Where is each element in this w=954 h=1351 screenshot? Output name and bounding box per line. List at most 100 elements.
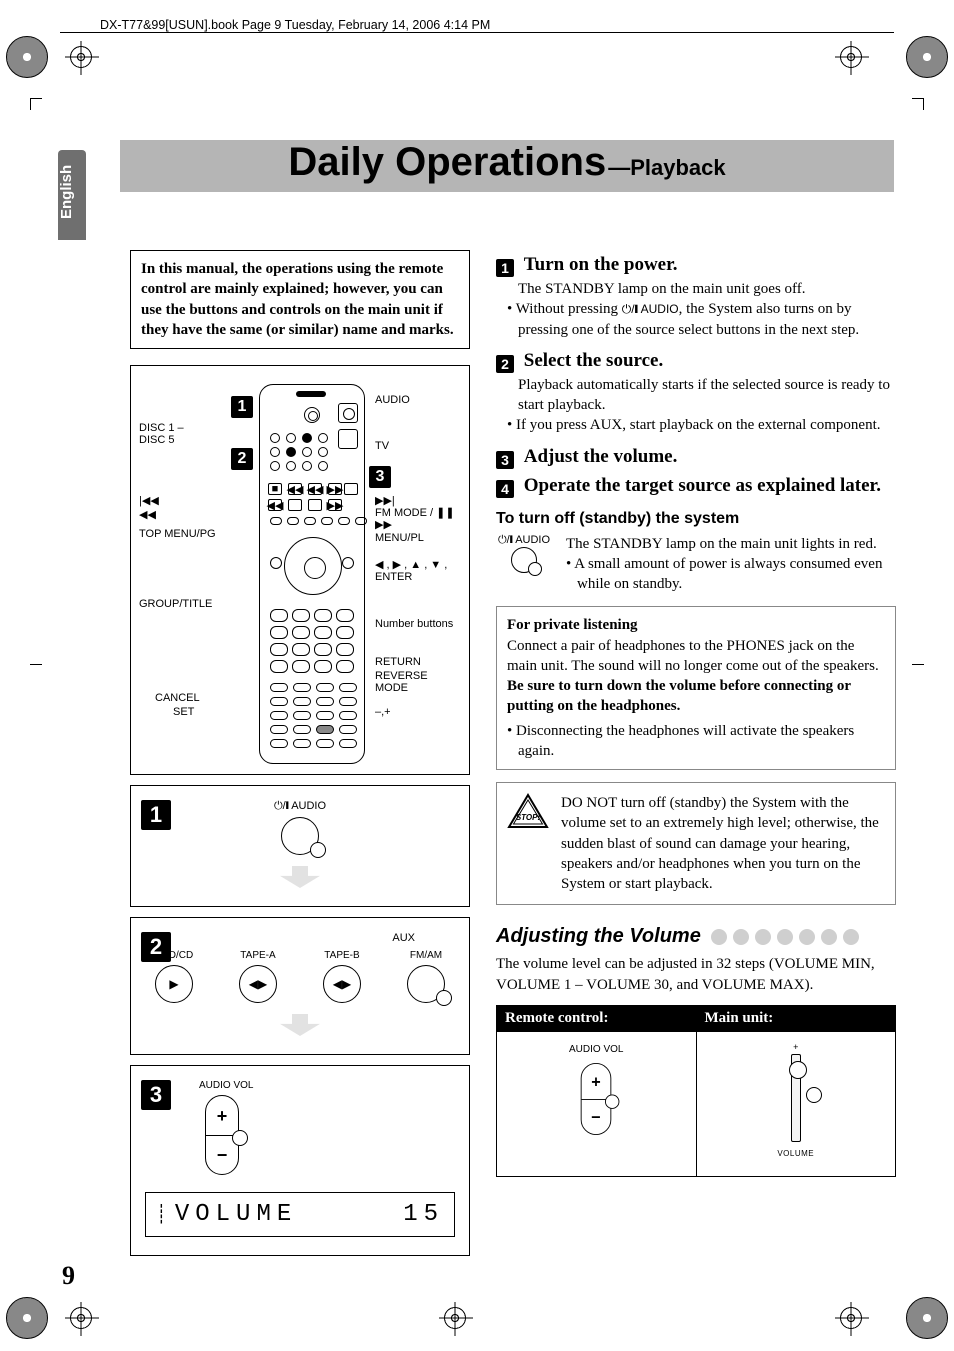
down-arrow-icon [280, 866, 320, 888]
lcd-display: VOLUME 15 [145, 1192, 455, 1237]
right-column: 1 Turn on the power. The STANDBY lamp on… [496, 250, 896, 1256]
headline-separator [60, 32, 894, 33]
banner-sub: —Playback [606, 155, 725, 181]
remote-dpad-right-icon [342, 557, 354, 569]
page-frame: Daily Operations —Playback In this manua… [60, 40, 894, 1311]
step1-title: Turn on the power. [524, 254, 678, 275]
warning-body: DO NOT turn off (standby) the System wit… [561, 793, 885, 894]
cropmark-r-mid [912, 664, 924, 665]
remote-numpad [270, 609, 354, 673]
turnoff-block: ⏻/❙ AUDIO The STANDBY lamp on the main u… [496, 534, 896, 595]
regmark-bl-big [6, 1297, 48, 1339]
remote-row-disc-b [270, 447, 328, 457]
remote-power-audio-icon [338, 403, 358, 423]
cropmark-l-top [30, 98, 42, 110]
step3-title: Adjust the volume. [524, 446, 678, 467]
warning-box: STOP! DO NOT turn off (standby) the Syst… [496, 782, 896, 905]
banner-main: Daily Operations [288, 140, 606, 185]
private-title: For private listening [507, 615, 885, 635]
step1-bullet-a: Without pressing [516, 301, 622, 317]
callout-cancel: CANCEL [155, 692, 200, 704]
vol-remote-label: AUDIO VOL [505, 1044, 688, 1055]
step3-label: AUDIO VOL [199, 1080, 455, 1091]
callout-cursor: ◀ , ▶ , ▲ , ▼ , ENTER [375, 558, 447, 583]
step3-panel: 3 AUDIO VOL VOLUME 15 [130, 1065, 470, 1256]
remote-ir-window [296, 391, 326, 397]
callout-group-title: GROUP/TITLE [139, 598, 212, 610]
regmark-tr-big [906, 36, 948, 78]
src-tapea-label: TAPE-A [229, 950, 287, 961]
cropmark-r-top [912, 98, 924, 110]
step3-badge: 3 [141, 1080, 171, 1110]
step1-num: 1 [496, 259, 514, 277]
page-number: 9 [62, 1261, 75, 1291]
callout-rew: ◀◀ [139, 508, 156, 521]
adjust-volume-body: The volume level can be adjusted in 32 s… [496, 954, 896, 995]
vol-cell-main: + VOLUME [696, 1031, 896, 1176]
callout-skip-back: |◀◀ [139, 494, 159, 507]
title-dotstrip [711, 929, 859, 945]
callout-audio: AUDIO [375, 394, 410, 406]
down-arrow-icon-2 [280, 1014, 320, 1036]
volume-rocker-icon-2 [581, 1063, 612, 1135]
remote-body: ■◀◀◀◀▶▶ ◀◀▶▶ [259, 384, 365, 764]
remote-row-disc-a [270, 433, 328, 443]
stop-icon-text: STOP! [516, 813, 541, 822]
step2-line: 2 Select the source. [496, 350, 896, 373]
callout-reverse-mode: REVERSE MODE [375, 670, 428, 694]
remote-badge-1: 1 [231, 396, 253, 418]
intro-box: In this manual, the operations using the… [130, 250, 470, 349]
callout-disc: DISC 1 – DISC 5 [139, 422, 184, 446]
step2-bullet: If you press AUX, start playback on the … [518, 415, 896, 435]
volume-knob-icon [791, 1054, 801, 1142]
remote-dpad-left-icon [270, 557, 282, 569]
volume-rocker-icon [205, 1095, 239, 1175]
step4-num: 4 [496, 480, 514, 498]
callout-tv: TV [375, 440, 389, 452]
step2-title: Select the source. [524, 350, 663, 371]
adjust-volume-title: Adjusting the Volume [496, 925, 896, 948]
step2-panel: 2 AUX DVD/CD▶ TAPE-A◀▶ TAPE-B◀▶ FM/AM [130, 917, 470, 1055]
stop-icon: STOP! [507, 793, 549, 831]
step1-line: 1 Turn on the power. [496, 254, 896, 277]
callout-ffwd: ▶▶ [375, 518, 392, 531]
callout-top-menu: TOP MENU/PG [139, 528, 216, 540]
turnoff-bullet: A small amount of power is always consum… [577, 554, 896, 595]
step2-aux-label: AUX [145, 932, 455, 944]
src-tapeb: TAPE-B◀▶ [313, 950, 371, 1010]
lcd-volume-value: 15 [403, 1201, 444, 1228]
remote-lower-row-a [270, 683, 357, 692]
remote-menu-row [270, 517, 367, 525]
cropmark-l-mid [30, 664, 42, 665]
step1-label: ⏻/❙ AUDIO [145, 800, 455, 813]
running-head: DX-T77&99[USUN].book Page 9 Tuesday, Feb… [100, 18, 490, 32]
step1-bullet-btn: ⏻/❙ AUDIO [622, 302, 679, 316]
vol-th-main: Main unit: [696, 1005, 896, 1031]
remote-lower-row-e [270, 739, 357, 748]
step1-badge: 1 [141, 800, 171, 830]
step4-title: Operate the target source as explained l… [524, 475, 881, 496]
knob-plus-label: + [705, 1042, 888, 1052]
turnoff-icon-label: ⏻/❙ AUDIO [496, 534, 552, 547]
remote-eject-icon [344, 483, 358, 495]
regmark-br-big [906, 1297, 948, 1339]
src-fmam: FM/AM [397, 950, 455, 1010]
title-banner: Daily Operations —Playback [120, 140, 894, 192]
src-tapeb-label: TAPE-B [313, 950, 371, 961]
callout-menu-pl: MENU/PL [375, 532, 424, 544]
power-audio-button-icon [281, 817, 319, 855]
volume-table: Remote control: Main unit: AUDIO VOL + V… [496, 1005, 896, 1177]
private-body-bold: Be sure to turn down the volume before c… [507, 678, 851, 714]
callout-numbers: Number buttons [375, 618, 453, 630]
callout-minus-plus: –,+ [375, 706, 391, 718]
power-button-icon [511, 547, 537, 573]
vol-cell-remote: AUDIO VOL [497, 1031, 697, 1176]
step2-body: Playback automatically starts if the sel… [518, 375, 896, 416]
remote-lower-row-b [270, 697, 357, 706]
step3-num: 3 [496, 451, 514, 469]
remote-lower-row-c [270, 711, 357, 720]
private-listening-box: For private listening Connect a pair of … [496, 606, 896, 770]
remote-row-src [270, 461, 328, 471]
src-fmam-label: FM/AM [397, 950, 455, 961]
remote-transport-row-b: ◀◀▶▶ [268, 499, 342, 511]
